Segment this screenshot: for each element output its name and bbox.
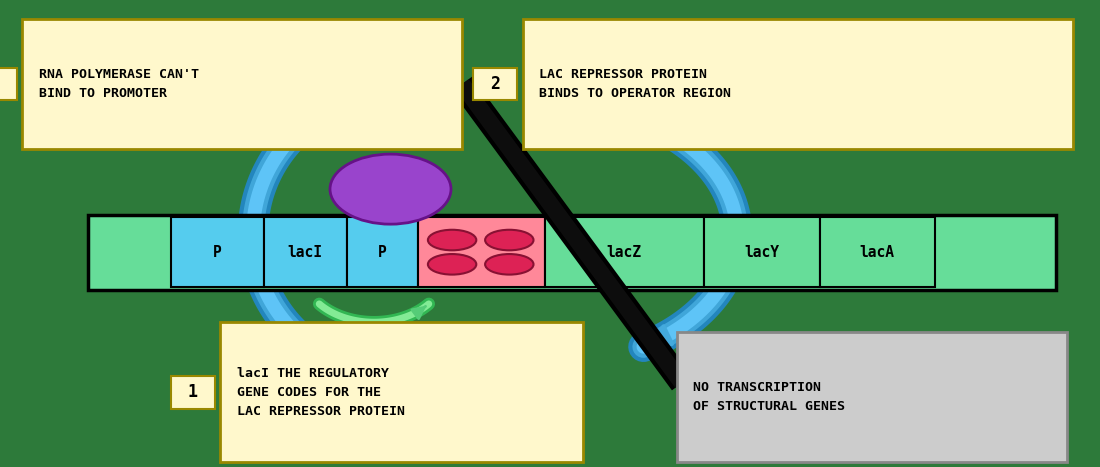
FancyBboxPatch shape xyxy=(418,217,544,287)
Circle shape xyxy=(428,254,476,275)
Text: LAC REPRESSOR PROTEIN
BINDS TO OPERATOR REGION: LAC REPRESSOR PROTEIN BINDS TO OPERATOR … xyxy=(539,68,732,100)
Text: NO TRANSCRIPTION
OF STRUCTURAL GENES: NO TRANSCRIPTION OF STRUCTURAL GENES xyxy=(693,381,845,413)
FancyBboxPatch shape xyxy=(522,19,1072,149)
FancyBboxPatch shape xyxy=(220,322,583,462)
Text: lacA: lacA xyxy=(860,245,894,260)
Text: P: P xyxy=(213,245,221,260)
FancyBboxPatch shape xyxy=(676,332,1067,462)
Circle shape xyxy=(485,254,534,275)
Text: lacY: lacY xyxy=(745,245,779,260)
Text: 1: 1 xyxy=(187,383,198,401)
Text: lacZ: lacZ xyxy=(607,245,641,260)
Ellipse shape xyxy=(330,154,451,224)
FancyBboxPatch shape xyxy=(170,376,214,409)
FancyBboxPatch shape xyxy=(820,217,935,287)
Text: lacI THE REGULATORY
GENE CODES FOR THE
LAC REPRESSOR PROTEIN: lacI THE REGULATORY GENE CODES FOR THE L… xyxy=(236,367,405,418)
Circle shape xyxy=(428,230,476,250)
Text: 2: 2 xyxy=(490,75,500,93)
Text: lacI: lacI xyxy=(288,245,322,260)
FancyBboxPatch shape xyxy=(704,217,820,287)
Text: P: P xyxy=(378,245,386,260)
FancyBboxPatch shape xyxy=(0,68,16,100)
FancyBboxPatch shape xyxy=(264,217,346,287)
FancyBboxPatch shape xyxy=(544,217,704,287)
FancyBboxPatch shape xyxy=(170,217,264,287)
FancyBboxPatch shape xyxy=(473,68,517,100)
Text: RNA POLYMERASE CAN'T
BIND TO PROMOTER: RNA POLYMERASE CAN'T BIND TO PROMOTER xyxy=(39,68,198,100)
FancyBboxPatch shape xyxy=(346,217,418,287)
FancyBboxPatch shape xyxy=(22,19,462,149)
FancyBboxPatch shape xyxy=(88,215,1056,290)
Circle shape xyxy=(485,230,534,250)
